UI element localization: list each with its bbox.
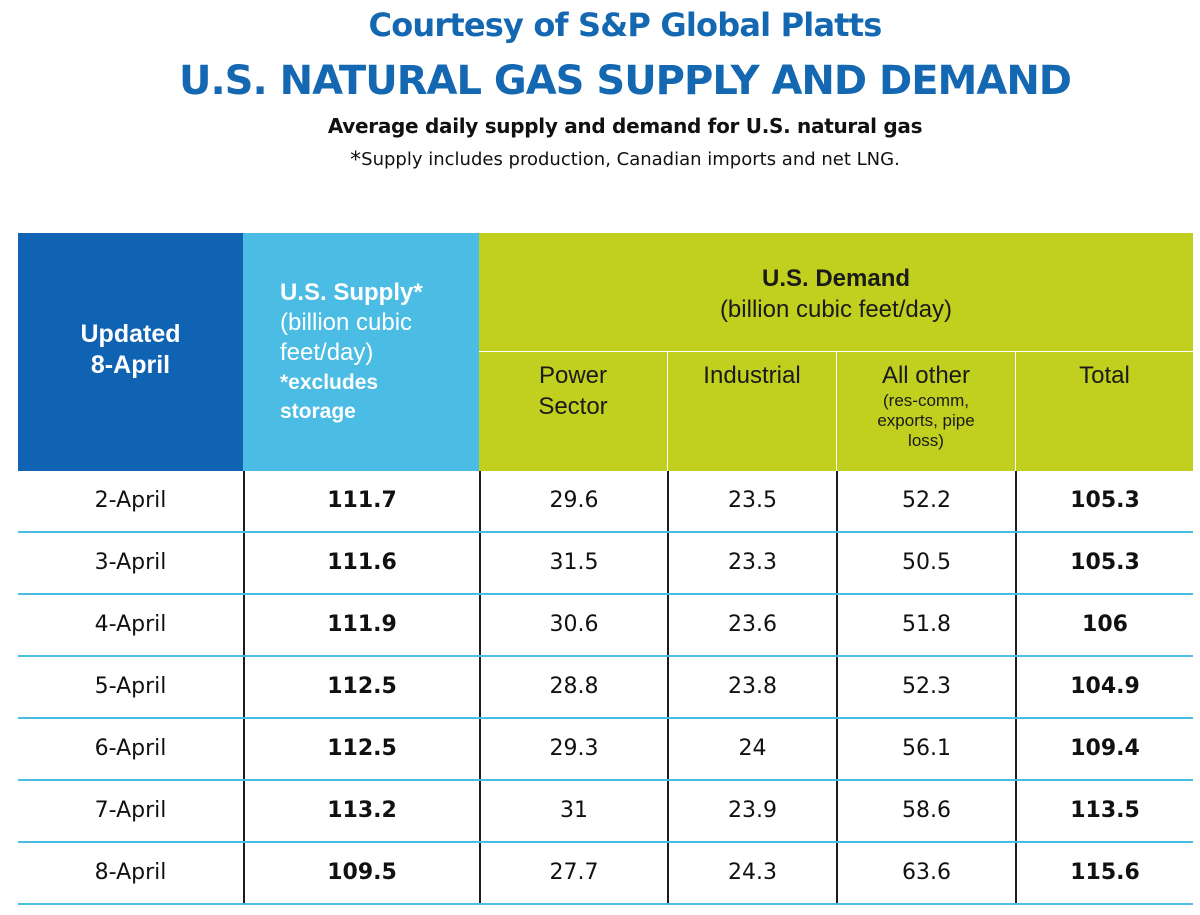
cell-power: 29.6 xyxy=(479,471,667,531)
cell-date: 2-April xyxy=(94,488,167,513)
header-power-text: Power Sector xyxy=(479,360,667,422)
header-updated-date: 8-April xyxy=(90,351,171,379)
cell-supply: 113.2 xyxy=(243,781,479,841)
cell-supply: 111.7 xyxy=(243,471,479,531)
header-other-detail-3: loss) xyxy=(908,431,944,450)
header-supply-unit-2: feet/day) xyxy=(280,339,374,366)
cell-total: 113.5 xyxy=(1015,781,1193,841)
cell-other: 50.5 xyxy=(836,533,1015,593)
cell-industrial: 23.8 xyxy=(667,657,836,717)
header-total: Total xyxy=(1015,351,1193,471)
table-row: 3-April 111.6 31.5 23.3 50.5 105.3 xyxy=(18,533,1193,595)
page-title: U.S. NATURAL GAS SUPPLY AND DEMAND xyxy=(179,58,1072,104)
header-updated: Updated 8-April xyxy=(18,233,243,471)
cell-date: 4-April xyxy=(94,612,167,637)
cell-other: 63.6 xyxy=(836,843,1015,903)
table-row: 2-April 111.7 29.6 23.5 52.2 105.3 xyxy=(18,471,1193,533)
cell-date: 6-April xyxy=(94,736,167,761)
table-row: 6-April 112.5 29.3 24 56.1 109.4 xyxy=(18,719,1193,781)
cell-power: 28.8 xyxy=(479,657,667,717)
table-row: 8-April 109.5 27.7 24.3 63.6 115.6 xyxy=(18,843,1193,905)
cell-other: 58.6 xyxy=(836,781,1015,841)
cell-industrial: 23.3 xyxy=(667,533,836,593)
cell-other: 52.3 xyxy=(836,657,1015,717)
cell-date: 7-April xyxy=(94,798,167,823)
header-industrial-label: Industrial xyxy=(703,362,801,389)
table-row: 4-April 111.9 30.6 23.6 51.8 106 xyxy=(18,595,1193,657)
cell-industrial: 23.9 xyxy=(667,781,836,841)
table-row: 5-April 112.5 28.8 23.8 52.3 104.9 xyxy=(18,657,1193,719)
cell-industrial: 24 xyxy=(667,719,836,779)
cell-total: 104.9 xyxy=(1015,657,1193,717)
cell-power: 31.5 xyxy=(479,533,667,593)
header-demand: U.S. Demand (billion cubic feet/day) xyxy=(479,233,1193,351)
header-other-detail-2: exports, pipe xyxy=(877,411,975,430)
header-industrial: Industrial xyxy=(667,351,836,471)
cell-date: 3-April xyxy=(94,550,167,575)
header-power-sector: Power Sector xyxy=(479,351,667,471)
table-row: 7-April 113.2 31 23.9 58.6 113.5 xyxy=(18,781,1193,843)
note-text: Supply includes production, Canadian imp… xyxy=(361,149,900,170)
header-demand-unit: (billion cubic feet/day) xyxy=(719,296,953,323)
cell-industrial: 23.5 xyxy=(667,471,836,531)
header-updated-label: Updated xyxy=(80,320,181,348)
cell-supply: 112.5 xyxy=(243,719,479,779)
header-other-text: All other (res-comm, exports, pipe loss) xyxy=(837,360,1015,451)
header-demand-label: U.S. Demand xyxy=(761,265,911,292)
cell-power: 30.6 xyxy=(479,595,667,655)
header-other-label: All other xyxy=(881,362,971,389)
cell-total: 109.4 xyxy=(1015,719,1193,779)
cell-supply: 109.5 xyxy=(243,843,479,903)
cell-total: 105.3 xyxy=(1015,471,1193,531)
cell-total: 106 xyxy=(1015,595,1193,655)
header-power-line-2: Sector xyxy=(538,393,608,420)
cell-supply: 111.9 xyxy=(243,595,479,655)
cell-power: 27.7 xyxy=(479,843,667,903)
cell-other: 51.8 xyxy=(836,595,1015,655)
cell-date: 5-April xyxy=(94,674,167,699)
cell-total: 115.6 xyxy=(1015,843,1193,903)
cell-total: 105.3 xyxy=(1015,533,1193,593)
header-supply-text: U.S. Supply* (billion cubic feet/day) *e… xyxy=(280,278,470,426)
cell-industrial: 23.6 xyxy=(667,595,836,655)
cell-supply: 112.5 xyxy=(243,657,479,717)
header-supply: U.S. Supply* (billion cubic feet/day) *e… xyxy=(243,233,479,471)
header-supply-note-1: *excludes xyxy=(280,371,379,394)
cell-industrial: 24.3 xyxy=(667,843,836,903)
cell-supply: 111.6 xyxy=(243,533,479,593)
courtesy-line: Courtesy of S&P Global Platts xyxy=(368,6,883,44)
note-asterisk: * xyxy=(350,148,362,173)
header-all-other: All other (res-comm, exports, pipe loss) xyxy=(836,351,1015,471)
page-subtitle: Average daily supply and demand for U.S.… xyxy=(327,114,923,138)
header-total-label: Total xyxy=(1079,362,1130,389)
cell-date: 8-April xyxy=(94,860,167,885)
supply-note: *Supply includes production, Canadian im… xyxy=(0,148,1200,173)
header-demand-text: U.S. Demand (billion cubic feet/day) xyxy=(479,263,1193,325)
cell-other: 56.1 xyxy=(836,719,1015,779)
header-supply-unit-1: (billion cubic xyxy=(280,309,413,336)
cell-other: 52.2 xyxy=(836,471,1015,531)
cell-power: 29.3 xyxy=(479,719,667,779)
header-supply-note-2: storage xyxy=(280,400,356,423)
header-updated-text: Updated 8-April xyxy=(18,319,243,381)
header-supply-label: U.S. Supply* xyxy=(280,279,423,306)
header-other-detail-1: (res-comm, xyxy=(883,391,969,410)
cell-power: 31 xyxy=(479,781,667,841)
header-power-line-1: Power xyxy=(538,362,608,389)
